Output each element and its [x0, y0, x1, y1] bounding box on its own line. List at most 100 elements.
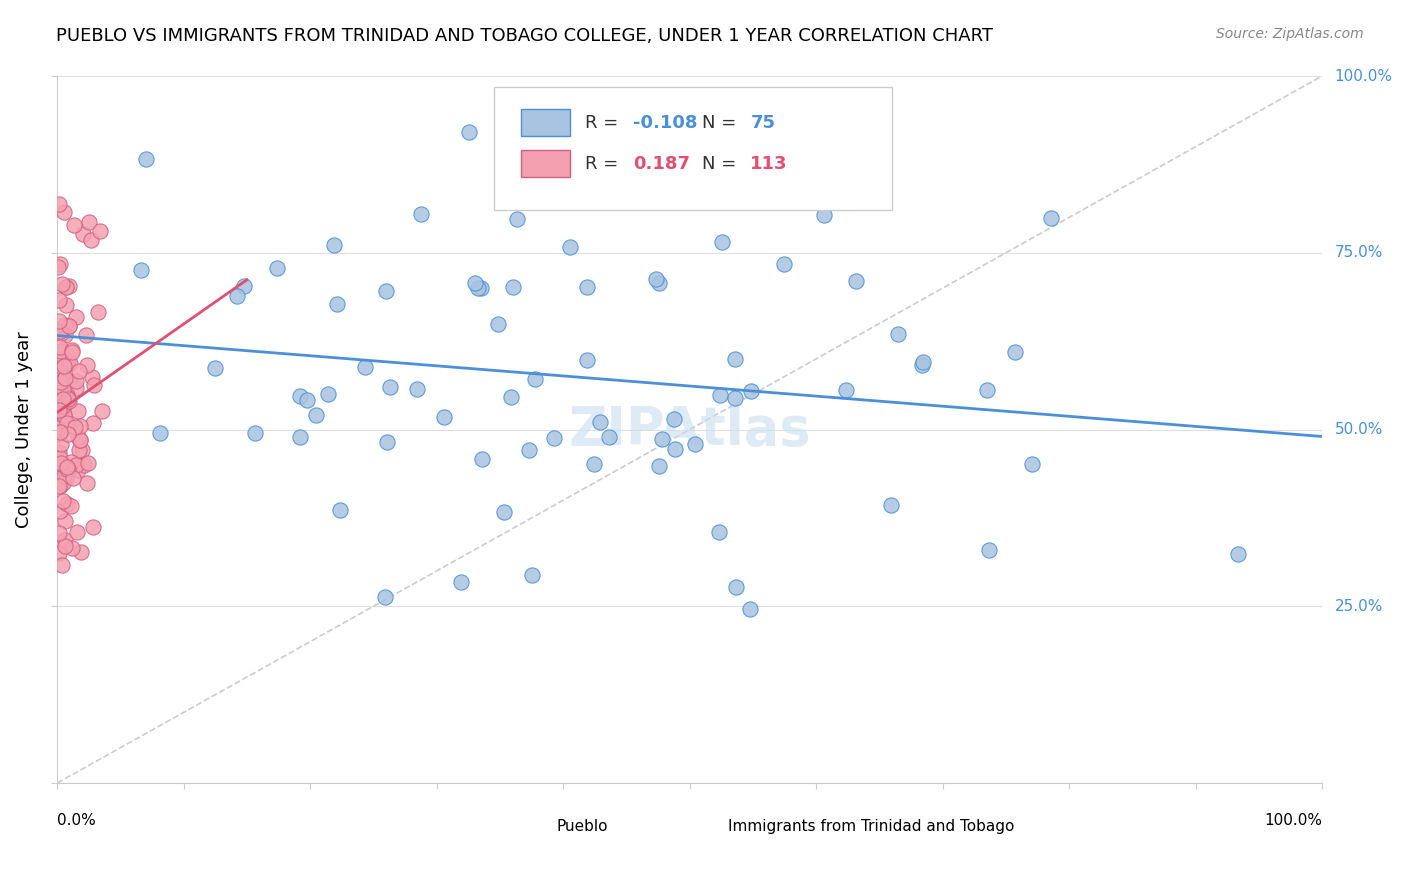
Point: [48, 403, 70, 417]
Point: [49, 479, 72, 493]
Point: [49, 363, 72, 377]
Point: [375, 434, 398, 449]
Point: [243, 426, 266, 441]
Point: [76, 358, 98, 372]
Point: [56, 417, 79, 432]
Point: [450, 574, 472, 589]
Point: [374, 591, 396, 605]
Point: [506, 212, 529, 227]
Text: 50.0%: 50.0%: [1334, 422, 1384, 437]
Point: [380, 380, 402, 394]
Point: [49, 425, 72, 439]
Point: [233, 278, 256, 293]
Point: [52, 493, 75, 508]
Point: [62, 218, 84, 232]
Point: [52, 399, 75, 413]
Point: [53, 533, 76, 547]
Point: [49, 456, 72, 470]
Point: [979, 543, 1001, 558]
Point: [323, 238, 346, 252]
Text: -0.108: -0.108: [633, 113, 697, 132]
Point: [522, 567, 544, 582]
Point: [52, 408, 75, 422]
FancyBboxPatch shape: [506, 816, 544, 836]
Point: [46, 260, 69, 274]
Text: 0.0%: 0.0%: [58, 814, 96, 829]
Point: [204, 360, 226, 375]
Point: [56, 462, 79, 476]
Point: [645, 272, 668, 286]
Point: [72, 227, 94, 242]
Point: [55, 416, 77, 430]
Point: [48, 546, 70, 560]
Point: [82, 520, 104, 534]
Point: [65, 458, 87, 473]
Point: [55, 470, 77, 484]
Point: [707, 524, 730, 539]
Point: [738, 602, 761, 616]
Point: [67, 443, 90, 458]
Point: [52, 361, 75, 376]
FancyBboxPatch shape: [522, 150, 569, 178]
Text: 100.0%: 100.0%: [1264, 814, 1322, 829]
Point: [290, 389, 312, 403]
Point: [91, 404, 114, 418]
Point: [664, 411, 686, 425]
Point: [53, 373, 76, 387]
FancyBboxPatch shape: [678, 816, 716, 836]
Point: [52, 392, 75, 406]
Point: [58, 318, 80, 333]
Point: [51, 558, 73, 572]
Point: [56, 462, 79, 476]
Point: [66, 525, 89, 540]
Point: [65, 381, 87, 395]
Point: [76, 476, 98, 491]
Text: PUEBLO VS IMMIGRANTS FROM TRINIDAD AND TOBAGO COLLEGE, UNDER 1 YEAR CORRELATION : PUEBLO VS IMMIGRANTS FROM TRINIDAD AND T…: [56, 27, 993, 45]
Point: [52, 401, 75, 415]
Point: [1021, 457, 1043, 471]
Point: [53, 514, 76, 528]
Point: [77, 214, 100, 228]
Point: [53, 328, 76, 343]
Point: [49, 417, 72, 432]
Point: [723, 391, 745, 405]
Point: [558, 239, 581, 253]
Point: [288, 430, 311, 444]
Point: [49, 344, 72, 359]
Point: [48, 293, 70, 307]
Point: [53, 468, 76, 483]
Point: [80, 233, 103, 247]
Text: R =: R =: [585, 154, 624, 173]
Point: [55, 280, 77, 294]
Point: [55, 461, 77, 475]
Point: [464, 276, 486, 290]
Point: [49, 450, 72, 465]
Point: [354, 360, 377, 375]
Point: [60, 343, 83, 358]
FancyBboxPatch shape: [494, 87, 891, 211]
Point: [49, 326, 72, 340]
Point: [835, 384, 858, 398]
Point: [49, 324, 72, 338]
Point: [52, 383, 75, 397]
Point: [52, 205, 75, 219]
Text: 0.187: 0.187: [633, 154, 690, 173]
Point: [724, 351, 747, 366]
Point: [49, 375, 72, 389]
Point: [543, 431, 565, 445]
Point: [46, 385, 69, 400]
Point: [976, 383, 998, 397]
Point: [724, 580, 747, 594]
Text: Source: ZipAtlas.com: Source: ZipAtlas.com: [1216, 27, 1364, 41]
Point: [70, 443, 93, 458]
Point: [555, 156, 578, 170]
Point: [266, 261, 288, 276]
Point: [53, 371, 76, 385]
Point: [66, 430, 89, 444]
Text: 100.0%: 100.0%: [1334, 69, 1393, 84]
Point: [49, 466, 72, 480]
Point: [1004, 345, 1026, 359]
Point: [53, 539, 76, 553]
Text: 113: 113: [751, 154, 787, 173]
Point: [773, 257, 796, 271]
